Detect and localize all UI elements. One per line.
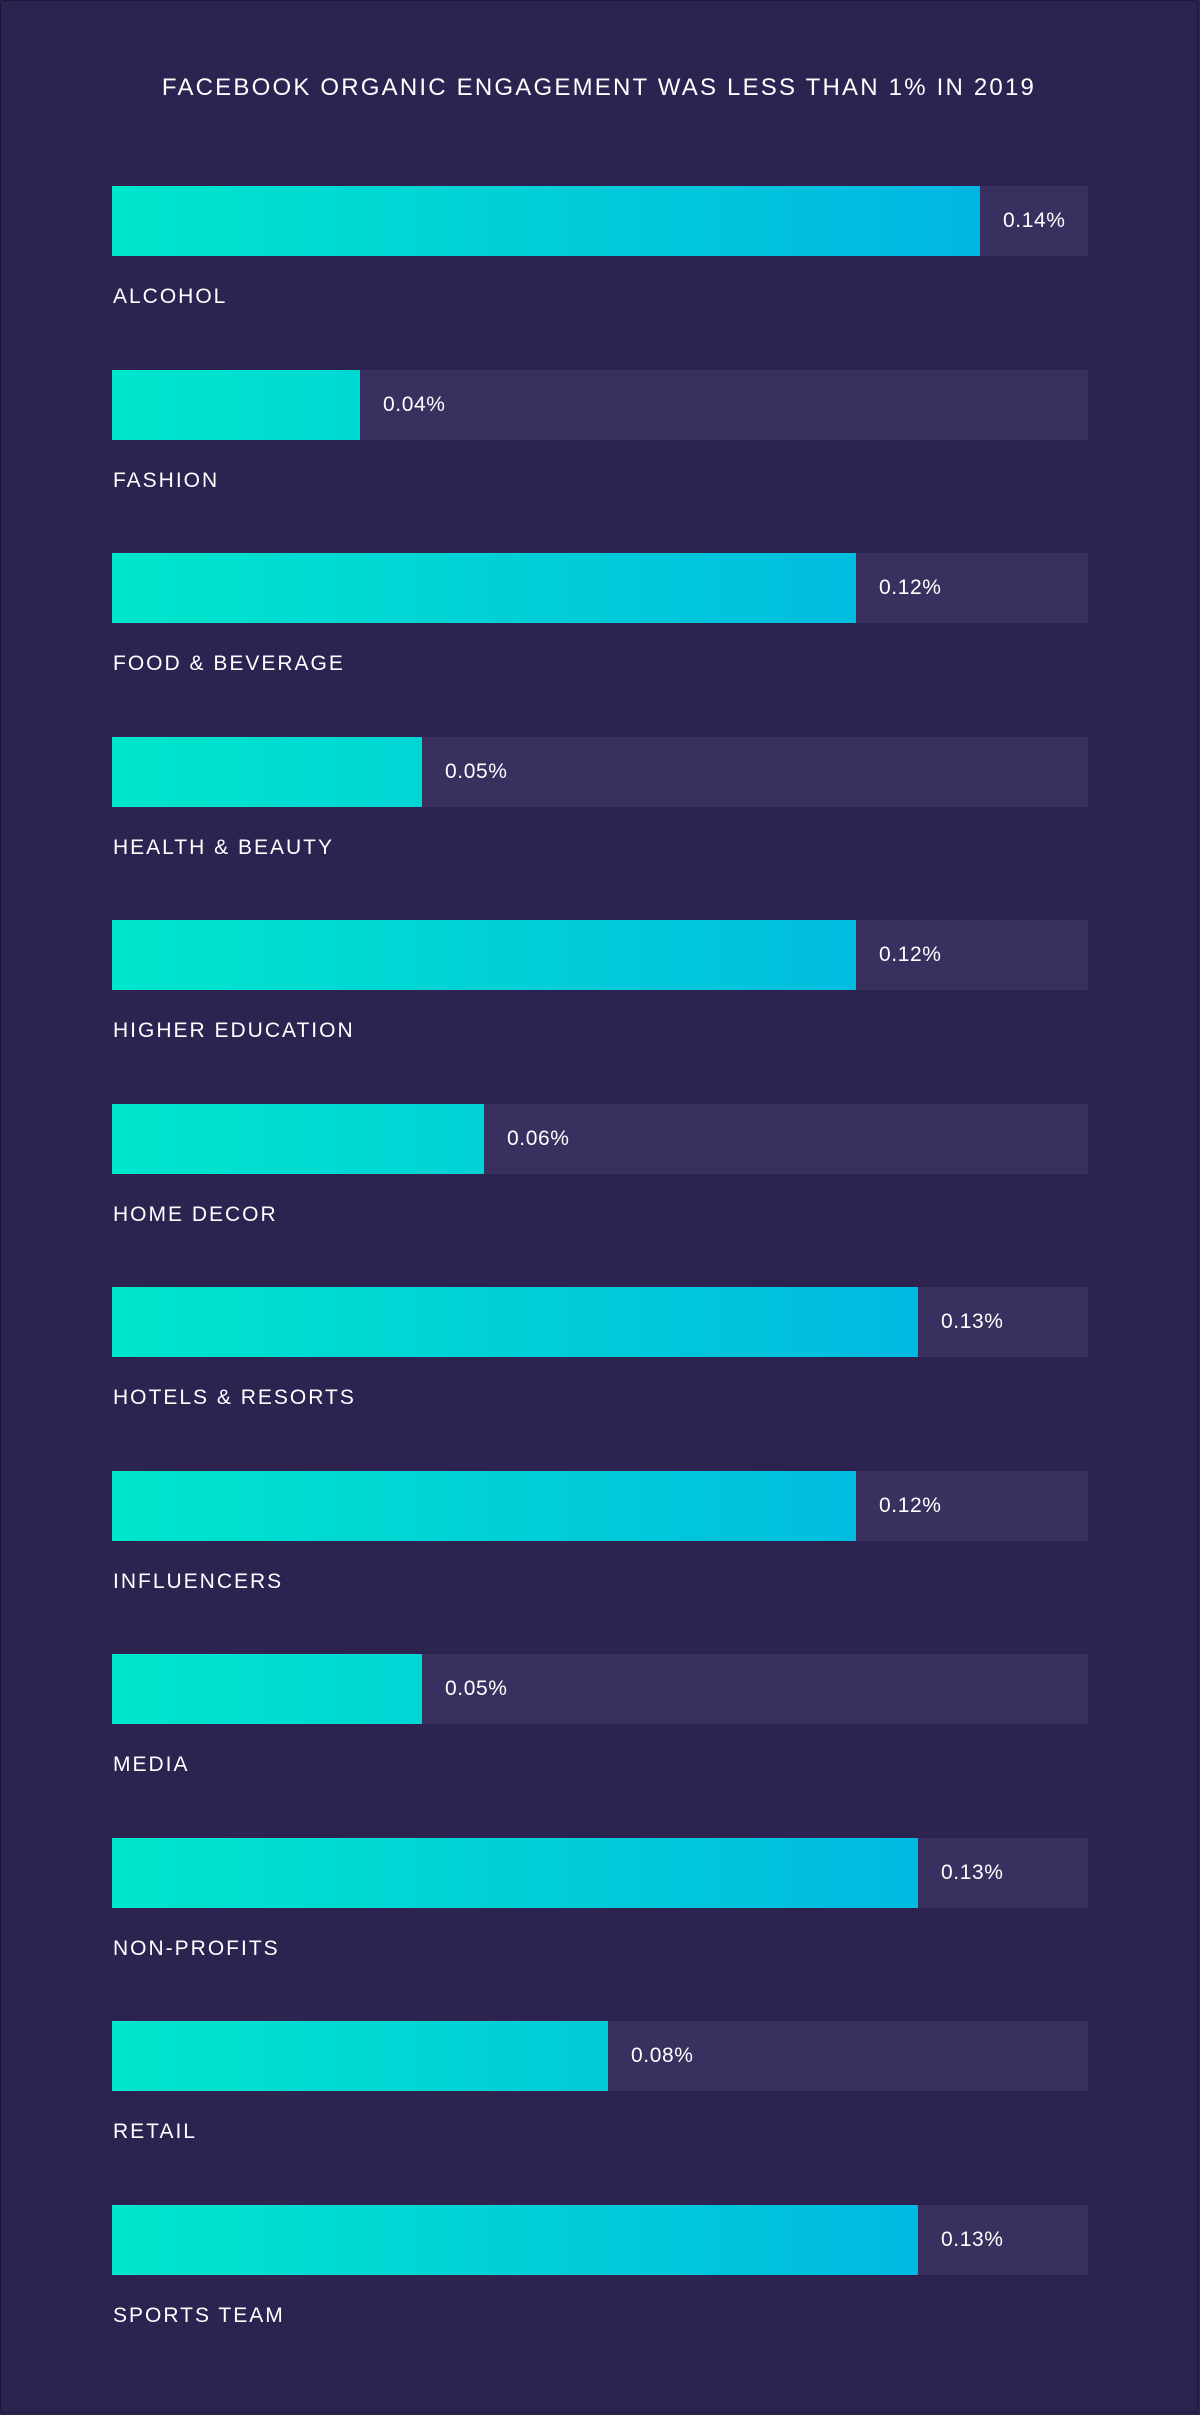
bar	[112, 2021, 608, 2091]
bar	[112, 553, 856, 623]
category-label: NON-PROFITS	[113, 1937, 280, 1960]
bar-value-label: 0.13%	[941, 2228, 1004, 2251]
category-label: ALCOHOL	[113, 285, 228, 308]
category-label: HEALTH & BEAUTY	[113, 836, 334, 859]
bar-track: 0.13%	[112, 1838, 1088, 1908]
bar-value-label: 0.12%	[879, 1494, 942, 1517]
bar-row: 0.06% HOME DECOR	[112, 1104, 1088, 1254]
bar-row: 0.04% FASHION	[112, 370, 1088, 520]
category-label: HIGHER EDUCATION	[113, 1019, 355, 1042]
bar-track: 0.12%	[112, 1471, 1088, 1541]
category-label: HOME DECOR	[113, 1203, 278, 1226]
bar	[112, 1104, 484, 1174]
bar	[112, 1471, 856, 1541]
category-label: INFLUENCERS	[113, 1570, 284, 1593]
bar	[112, 2205, 918, 2275]
bar-row: 0.05% HEALTH & BEAUTY	[112, 737, 1088, 887]
bar	[112, 920, 856, 990]
bar-value-label: 0.14%	[1003, 209, 1066, 232]
bar	[112, 1838, 918, 1908]
bar-track: 0.14%	[112, 186, 1088, 256]
chart-title: FACEBOOK ORGANIC ENGAGEMENT WAS LESS THA…	[161, 74, 1037, 101]
bar-value-label: 0.06%	[507, 1127, 570, 1150]
bar-row: 0.13% HOTELS & RESORTS	[112, 1287, 1088, 1437]
bar	[112, 370, 360, 440]
bar-track: 0.04%	[112, 370, 1088, 440]
bar-track: 0.12%	[112, 553, 1088, 623]
bar-value-label: 0.05%	[445, 760, 508, 783]
category-label: RETAIL	[113, 2120, 197, 2143]
bar-value-label: 0.13%	[941, 1861, 1004, 1884]
bar-value-label: 0.12%	[879, 576, 942, 599]
bar-track: 0.05%	[112, 737, 1088, 807]
bar-row: 0.05% MEDIA	[112, 1654, 1088, 1804]
bar-track: 0.06%	[112, 1104, 1088, 1174]
bar-row: 0.12% INFLUENCERS	[112, 1471, 1088, 1621]
bar-row: 0.12% FOOD & BEVERAGE	[112, 553, 1088, 703]
bar	[112, 737, 422, 807]
bar-value-label: 0.13%	[941, 1310, 1004, 1333]
bar-track: 0.05%	[112, 1654, 1088, 1724]
bar-value-label: 0.05%	[445, 1677, 508, 1700]
category-label: FASHION	[113, 469, 220, 492]
bar-value-label: 0.12%	[879, 943, 942, 966]
bar-value-label: 0.08%	[631, 2044, 694, 2067]
category-label: MEDIA	[113, 1753, 190, 1776]
bar	[112, 1654, 422, 1724]
bar-value-label: 0.04%	[383, 393, 446, 416]
bar-track: 0.13%	[112, 1287, 1088, 1357]
bar-track: 0.08%	[112, 2021, 1088, 2091]
bar-row: 0.13% SPORTS TEAM	[112, 2205, 1088, 2355]
bar-row: 0.13% NON-PROFITS	[112, 1838, 1088, 1988]
bar-row: 0.08% RETAIL	[112, 2021, 1088, 2171]
category-label: HOTELS & RESORTS	[113, 1386, 356, 1409]
category-label: FOOD & BEVERAGE	[113, 652, 345, 675]
bar-row: 0.12% HIGHER EDUCATION	[112, 920, 1088, 1070]
bar-row: 0.14% ALCOHOL	[112, 186, 1088, 336]
bar-track: 0.12%	[112, 920, 1088, 990]
category-label: SPORTS TEAM	[113, 2304, 285, 2327]
bar	[112, 1287, 918, 1357]
bar	[112, 186, 980, 256]
bar-track: 0.13%	[112, 2205, 1088, 2275]
